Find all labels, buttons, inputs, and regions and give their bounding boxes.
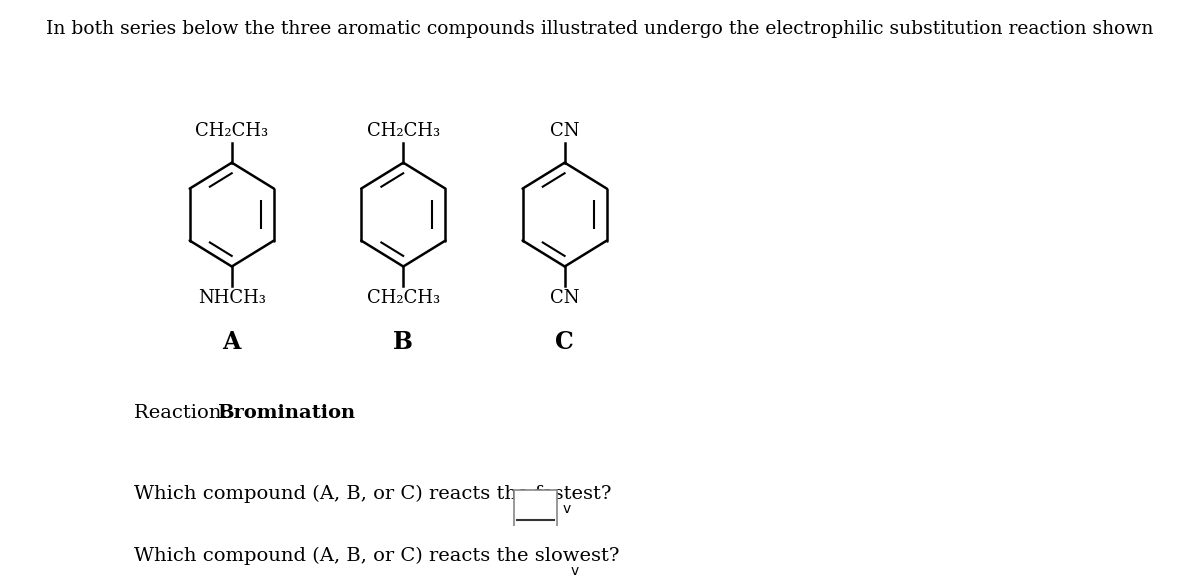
Text: CN: CN [550,122,580,140]
Text: Reaction:: Reaction: [134,404,234,422]
Text: NHCH₃: NHCH₃ [198,289,265,307]
Text: CH₂CH₃: CH₂CH₃ [367,289,440,307]
Text: CN: CN [550,289,580,307]
Bar [515,490,557,529]
Text: Which compound (A, B, or C) reacts the fastest?: Which compound (A, B, or C) reacts the f… [134,485,612,503]
Text: B: B [394,331,413,354]
Text: CH₂CH₃: CH₂CH₃ [367,122,440,140]
Text: C: C [556,331,574,354]
Text: Which compound (A, B, or C) reacts the slowest?: Which compound (A, B, or C) reacts the s… [134,547,619,565]
Bar [522,552,565,579]
Text: Bromination: Bromination [217,404,355,422]
Text: In both series below the three aromatic compounds illustrated undergo the electr: In both series below the three aromatic … [47,20,1153,38]
Text: v: v [563,502,571,516]
Text: A: A [223,331,241,354]
Text: v: v [571,565,578,578]
Text: CH₂CH₃: CH₂CH₃ [196,122,269,140]
